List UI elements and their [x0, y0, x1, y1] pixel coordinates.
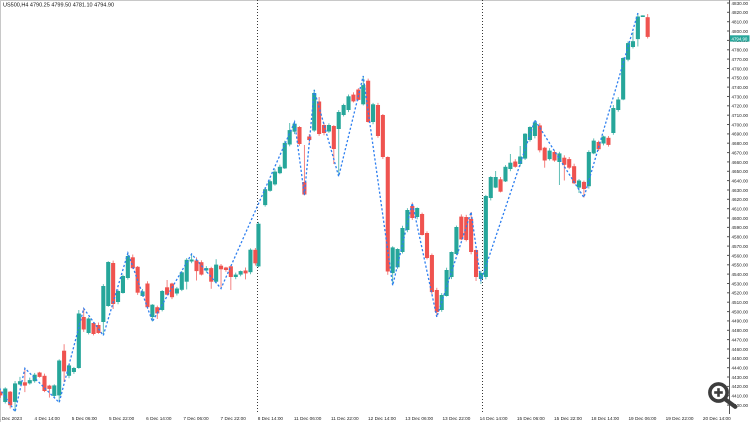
svg-text:4740.00: 4740.00 — [732, 85, 749, 90]
svg-text:4710.00: 4710.00 — [732, 113, 749, 118]
svg-text:4 Dec 14:00: 4 Dec 14:00 — [35, 416, 61, 421]
svg-text:4520.00: 4520.00 — [732, 291, 749, 296]
svg-text:1 Dec 2023: 1 Dec 2023 — [0, 416, 22, 421]
svg-text:4690.00: 4690.00 — [732, 132, 749, 137]
svg-text:12 Dec 14:00: 12 Dec 14:00 — [368, 416, 396, 421]
svg-text:4680.00: 4680.00 — [732, 141, 749, 146]
svg-text:4800.00: 4800.00 — [732, 29, 749, 34]
svg-text:US500,H4 4790.25 4799.50 4781.: US500,H4 4790.25 4799.50 4781.10 4794.90 — [3, 3, 114, 9]
svg-text:4470.00: 4470.00 — [732, 337, 749, 342]
svg-text:4490.00: 4490.00 — [732, 319, 749, 324]
svg-text:19 Dec 22:00: 19 Dec 22:00 — [666, 416, 694, 421]
svg-text:4580.00: 4580.00 — [732, 235, 749, 240]
svg-text:4810.00: 4810.00 — [732, 20, 749, 25]
svg-text:7 Dec 06:00: 7 Dec 06:00 — [183, 416, 209, 421]
svg-text:4440.00: 4440.00 — [732, 365, 749, 370]
svg-text:4420.00: 4420.00 — [732, 384, 749, 389]
svg-text:4530.00: 4530.00 — [732, 281, 749, 286]
svg-text:4400.00: 4400.00 — [732, 403, 749, 408]
svg-text:4630.00: 4630.00 — [732, 188, 749, 193]
svg-text:4540.00: 4540.00 — [732, 272, 749, 277]
svg-text:14 Dec 14:00: 14 Dec 14:00 — [480, 416, 508, 421]
svg-text:4480.00: 4480.00 — [732, 328, 749, 333]
svg-text:4550.00: 4550.00 — [732, 263, 749, 268]
svg-text:4640.00: 4640.00 — [732, 178, 749, 183]
svg-text:7 Dec 22:00: 7 Dec 22:00 — [221, 416, 247, 421]
svg-text:4560.00: 4560.00 — [732, 253, 749, 258]
svg-text:4670.00: 4670.00 — [732, 150, 749, 155]
svg-text:4820.00: 4820.00 — [732, 10, 749, 15]
svg-text:13 Dec 06:00: 13 Dec 06:00 — [405, 416, 433, 421]
svg-text:15 Dec 06:00: 15 Dec 06:00 — [517, 416, 545, 421]
svg-text:4430.00: 4430.00 — [732, 375, 749, 380]
svg-text:4410.00: 4410.00 — [732, 394, 749, 399]
svg-text:4720.00: 4720.00 — [732, 104, 749, 109]
svg-text:4610.00: 4610.00 — [732, 207, 749, 212]
svg-text:19 Dec 06:00: 19 Dec 06:00 — [628, 416, 656, 421]
svg-text:4794.90: 4794.90 — [732, 37, 748, 42]
svg-text:13 Dec 22:00: 13 Dec 22:00 — [442, 416, 470, 421]
svg-text:4650.00: 4650.00 — [732, 169, 749, 174]
svg-text:18 Dec 14:00: 18 Dec 14:00 — [591, 416, 619, 421]
svg-text:4770.00: 4770.00 — [732, 57, 749, 62]
svg-text:8 Dec 14:00: 8 Dec 14:00 — [258, 416, 284, 421]
svg-text:4780.00: 4780.00 — [732, 48, 749, 53]
svg-text:20 Dec 14:00: 20 Dec 14:00 — [703, 416, 731, 421]
svg-text:4600.00: 4600.00 — [732, 216, 749, 221]
svg-text:11 Dec 06:00: 11 Dec 06:00 — [294, 416, 322, 421]
svg-text:4750.00: 4750.00 — [732, 76, 749, 81]
svg-text:5 Dec 06:00: 5 Dec 06:00 — [72, 416, 98, 421]
svg-text:4730.00: 4730.00 — [732, 94, 749, 99]
svg-text:4570.00: 4570.00 — [732, 244, 749, 249]
svg-text:4500.00: 4500.00 — [732, 309, 749, 314]
svg-text:15 Dec 22:00: 15 Dec 22:00 — [554, 416, 582, 421]
svg-text:11 Dec 22:00: 11 Dec 22:00 — [331, 416, 359, 421]
svg-text:5 Dec 22:00: 5 Dec 22:00 — [109, 416, 135, 421]
svg-text:4700.00: 4700.00 — [732, 122, 749, 127]
svg-text:4660.00: 4660.00 — [732, 160, 749, 165]
svg-text:4590.00: 4590.00 — [732, 225, 749, 230]
svg-text:4620.00: 4620.00 — [732, 197, 749, 202]
svg-text:4460.00: 4460.00 — [732, 347, 749, 352]
svg-text:4450.00: 4450.00 — [732, 356, 749, 361]
svg-text:4760.00: 4760.00 — [732, 66, 749, 71]
svg-text:4830.00: 4830.00 — [732, 1, 749, 6]
svg-text:6 Dec 14:00: 6 Dec 14:00 — [146, 416, 172, 421]
svg-text:4510.00: 4510.00 — [732, 300, 749, 305]
